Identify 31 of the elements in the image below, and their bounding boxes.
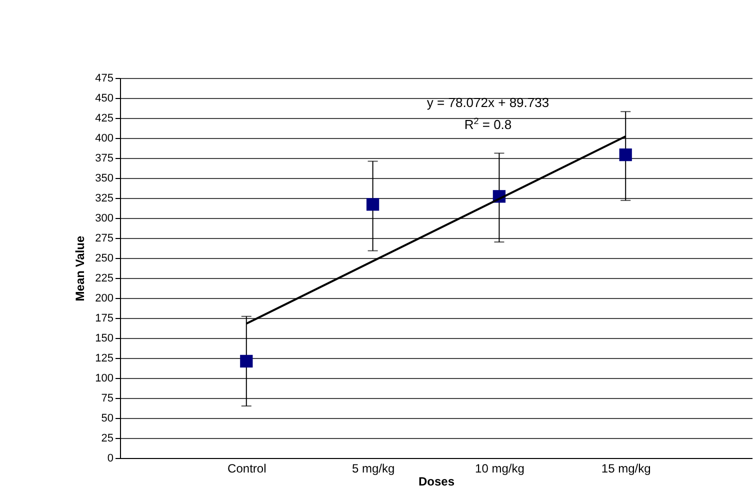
y-tick-label: 300 bbox=[95, 212, 114, 224]
x-tick-label: Control bbox=[228, 462, 266, 476]
y-tick-label: 350 bbox=[95, 172, 114, 184]
point bbox=[366, 198, 380, 211]
y-tick-label: 125 bbox=[95, 352, 114, 364]
y-tick-label: 100 bbox=[95, 372, 114, 384]
annotation: y = 78.072x + 89.733 bbox=[426, 95, 550, 110]
y-tick-label: 50 bbox=[101, 412, 114, 424]
x-tick-label: 10 mg/kg bbox=[475, 462, 524, 476]
x-tick-label: 15 mg/kg bbox=[601, 462, 651, 476]
y-tick-label: 400 bbox=[95, 132, 114, 144]
y-tick-label: 375 bbox=[95, 152, 114, 164]
point bbox=[240, 354, 253, 368]
point bbox=[619, 148, 632, 162]
x-axis-title: Doses bbox=[418, 474, 455, 488]
y-axis-title: Mean Value bbox=[73, 236, 88, 302]
y-tick-label: 475 bbox=[95, 72, 114, 84]
y-tick-label: 450 bbox=[95, 92, 114, 104]
y-tick-label: 25 bbox=[101, 432, 114, 444]
y-tick-label: 75 bbox=[101, 392, 114, 404]
y-tick-label: 0 bbox=[107, 452, 114, 464]
y-tick-label: 200 bbox=[95, 292, 114, 304]
y-tick-label: 250 bbox=[95, 252, 114, 264]
y-tick-label: 275 bbox=[95, 232, 114, 244]
y-tick-label: 175 bbox=[95, 312, 114, 324]
annotation: R$^{2}$ = 0.8 bbox=[464, 116, 512, 132]
y-tick-label: 325 bbox=[95, 192, 114, 204]
y-tick-label: 425 bbox=[95, 112, 114, 124]
y-tick-label: 150 bbox=[95, 332, 114, 344]
y-tick-label: 225 bbox=[95, 272, 114, 284]
x-tick-label: 5 mg/kg bbox=[352, 462, 395, 476]
